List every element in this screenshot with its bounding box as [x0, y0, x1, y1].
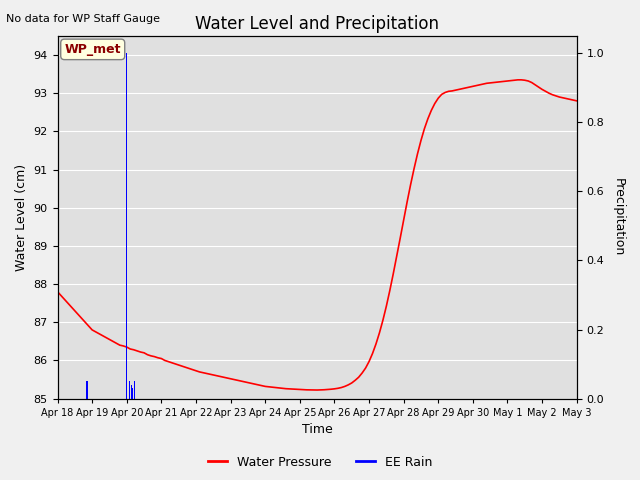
- Y-axis label: Water Level (cm): Water Level (cm): [15, 164, 28, 271]
- Bar: [58, 192, 59, 398]
- Bar: [86, 381, 88, 398]
- Bar: [131, 385, 132, 398]
- Text: WP_met: WP_met: [65, 43, 121, 56]
- X-axis label: Time: Time: [301, 423, 333, 436]
- Y-axis label: Precipitation: Precipitation: [612, 178, 625, 256]
- Bar: [132, 388, 134, 398]
- Legend: Water Pressure, EE Rain: Water Pressure, EE Rain: [203, 451, 437, 474]
- Text: No data for WP Staff Gauge: No data for WP Staff Gauge: [6, 14, 161, 24]
- Title: Water Level and Precipitation: Water Level and Precipitation: [195, 15, 439, 33]
- Bar: [129, 381, 130, 398]
- Bar: [126, 53, 127, 398]
- Bar: [134, 381, 135, 398]
